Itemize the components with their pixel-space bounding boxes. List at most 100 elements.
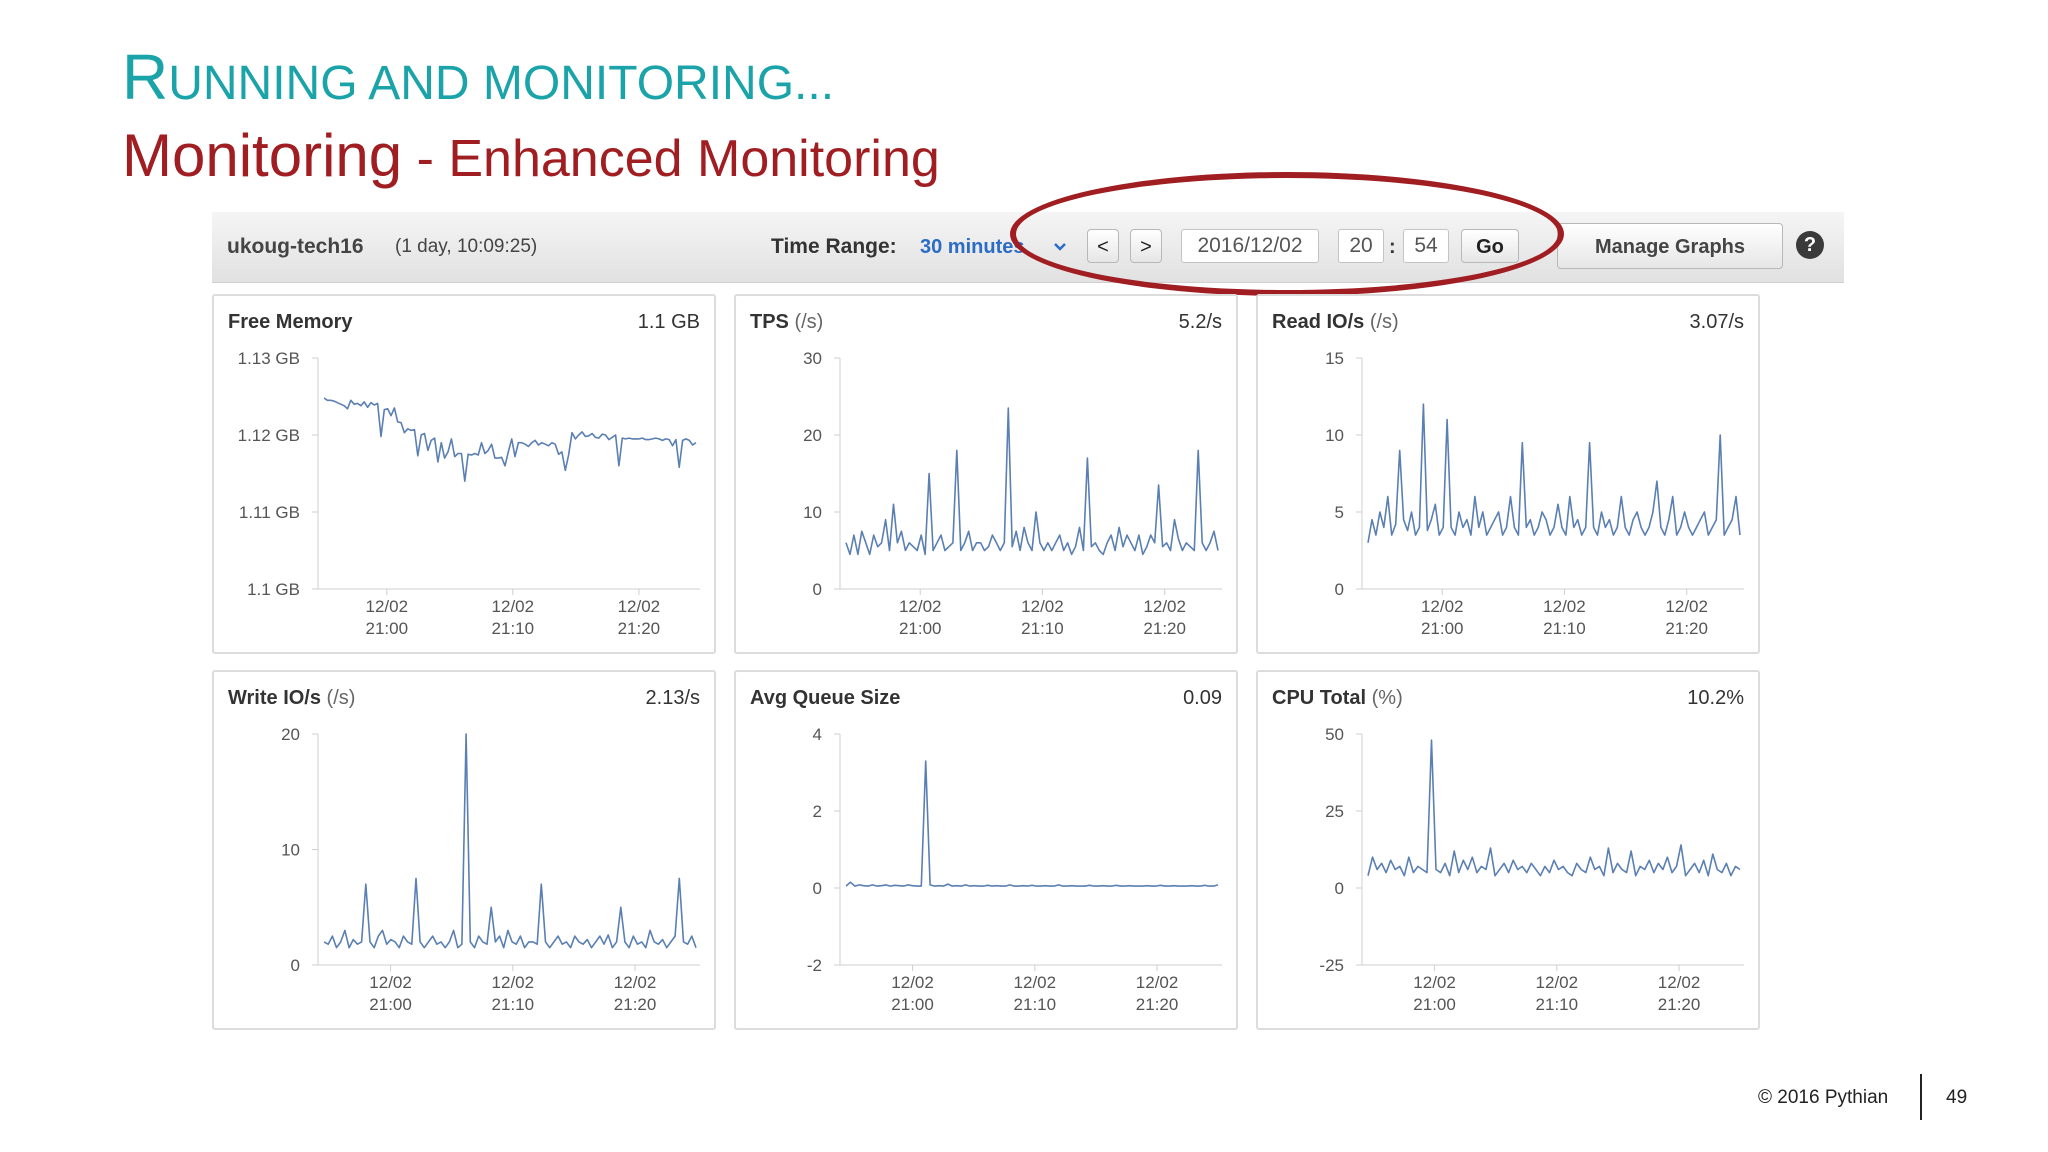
chart-panel-cpu-total: CPU Total (%) 10.2% 50 25 0 -25 12/02 21:00 12… [1256, 670, 1760, 1030]
chart-title: CPU Total (%) [1272, 687, 1403, 710]
chart-panel-read-io: Read IO/s (/s) 3.07/s 15 10 5 0 12/02 21:00 12… [1256, 294, 1760, 654]
x-tick-time: 21:00 [1421, 619, 1464, 638]
x-tick-date: 12/02 [369, 973, 412, 992]
slide-title-rest: UNNING AND MONITORING... [168, 57, 835, 110]
chart-plot: 1.13 GB 1.12 GB 1.11 GB 1.1 GB 12/02 21:00 12/… [238, 349, 700, 638]
y-tick-label: 30 [803, 349, 822, 368]
y-tick-label: 1.13 GB [238, 349, 300, 368]
x-tick-time: 21:10 [1021, 619, 1064, 638]
x-tick-date: 12/02 [1413, 973, 1456, 992]
x-tick-date: 12/02 [492, 597, 535, 616]
y-tick-label: -25 [1319, 956, 1344, 975]
y-tick-label: 25 [1325, 802, 1344, 821]
chart-title: Write IO/s (/s) [228, 687, 355, 710]
chart-title: Read IO/s (/s) [1272, 311, 1399, 334]
date-input[interactable]: 2016/12/02 [1181, 229, 1319, 263]
manage-graphs-button[interactable]: Manage Graphs [1557, 223, 1783, 269]
series-line [845, 760, 1219, 887]
slide-subtitle-main: Monitoring [122, 122, 403, 189]
x-tick-time: 21:20 [1665, 619, 1708, 638]
x-tick-time: 21:20 [614, 995, 657, 1014]
x-tick-time: 21:10 [492, 995, 535, 1014]
footer-divider [1920, 1074, 1922, 1120]
chart-unit: (%) [1366, 687, 1403, 709]
chart-plot: 50 25 0 -25 12/02 21:00 12/02 21:10 12/02 21:20 [1319, 725, 1744, 1014]
chart-unit: (/s) [788, 311, 824, 333]
chart-title: TPS (/s) [750, 311, 823, 334]
previous-range-button[interactable]: < [1087, 229, 1119, 263]
x-tick-date: 12/02 [1136, 973, 1179, 992]
y-tick-label: 1.11 GB [239, 503, 300, 522]
monitoring-toolbar: ukoug-tech16 (1 day, 10:09:25) Time Rang… [212, 212, 1844, 283]
chart-current-value: 0.09 [1183, 687, 1222, 709]
chart-title: Avg Queue Size [750, 687, 900, 710]
chart-panel-free-memory: Free Memory 1.1 GB 1.13 GB 1.12 GB 1.11 GB… [212, 294, 716, 654]
x-tick-time: 21:00 [899, 619, 942, 638]
go-button[interactable]: Go [1461, 229, 1519, 263]
y-tick-label: 0 [1335, 879, 1344, 898]
x-tick-date: 12/02 [1421, 597, 1464, 616]
time-range-dropdown[interactable]: 30 minutes [920, 236, 1025, 258]
y-tick-label: 5 [1335, 503, 1344, 522]
x-tick-time: 21:10 [1014, 995, 1057, 1014]
time-separator: : [1389, 236, 1396, 258]
question-circle-icon[interactable]: ? [1796, 231, 1824, 259]
y-tick-label: 0 [1335, 580, 1344, 599]
x-tick-time: 21:10 [1543, 619, 1586, 638]
chart-title-text: Free Memory [228, 311, 353, 333]
x-tick-date: 12/02 [365, 597, 408, 616]
series-line [1367, 739, 1741, 877]
next-range-button[interactable]: > [1130, 229, 1162, 263]
slide-subtitle-rest: - Enhanced Monitoring [402, 130, 940, 188]
slide-title: RUNNING AND MONITORING... [122, 45, 834, 109]
chart-current-value: 3.07/s [1689, 311, 1744, 333]
y-tick-label: 15 [1325, 349, 1344, 368]
y-tick-label: 2 [813, 802, 822, 821]
page-number: 49 [1946, 1087, 1968, 1108]
chart-panel-avg-queue-size: Avg Queue Size 0.09 4 2 0 -2 12/02 21:00 12/02… [734, 670, 1238, 1030]
chart-panel-write-io: Write IO/s (/s) 2.13/s 20 10 0 12/02 21:00 12… [212, 670, 716, 1030]
y-tick-label: 10 [281, 841, 300, 860]
x-tick-date: 12/02 [1543, 597, 1586, 616]
chart-title-text: Read IO/s [1272, 311, 1365, 333]
instance-uptime: (1 day, 10:09:25) [395, 236, 538, 257]
y-tick-label: 0 [291, 956, 300, 975]
y-tick-label: 0 [813, 580, 822, 599]
x-tick-time: 21:20 [618, 619, 661, 638]
chart-unit: (/s) [1364, 311, 1399, 333]
x-tick-time: 21:10 [1536, 995, 1579, 1014]
x-tick-date: 12/02 [891, 973, 934, 992]
x-tick-date: 12/02 [1536, 973, 1579, 992]
x-tick-time: 21:00 [365, 619, 408, 638]
x-tick-time: 21:20 [1136, 995, 1179, 1014]
y-tick-label: 20 [281, 725, 300, 744]
chart-title-text: TPS [750, 311, 789, 333]
chart-current-value: 10.2% [1687, 687, 1744, 709]
x-tick-date: 12/02 [1014, 973, 1057, 992]
x-tick-time: 21:00 [369, 995, 412, 1014]
chart-plot: 4 2 0 -2 12/02 21:00 12/02 21:10 12/02 21:20 [807, 725, 1222, 1014]
chart-current-value: 5.2/s [1178, 311, 1222, 333]
chart-unit: (/s) [321, 687, 356, 709]
chart-plot: 20 10 0 12/02 21:00 12/02 21:10 12/02 21:20 [281, 725, 700, 1014]
chart-plot: 30 20 10 0 12/02 21:00 12/02 21:10 12/02 21:20 [803, 349, 1222, 638]
chart-panel-tps: TPS (/s) 5.2/s 30 20 10 0 12/02 21:00 12/02 21:… [734, 294, 1238, 654]
y-tick-label: -2 [807, 956, 822, 975]
y-tick-label: 50 [1325, 725, 1344, 744]
instance-name: ukoug-tech16 [227, 235, 364, 258]
x-tick-date: 12/02 [614, 973, 657, 992]
minute-input[interactable]: 54 [1403, 229, 1449, 263]
chevron-down-icon[interactable] [1052, 236, 1068, 258]
time-range-label: Time Range: [771, 235, 897, 258]
hour-input[interactable]: 20 [1338, 229, 1384, 263]
x-tick-date: 12/02 [1021, 597, 1064, 616]
chart-plot: 15 10 5 0 12/02 21:00 12/02 21:10 12/02 21:20 [1325, 349, 1744, 638]
y-tick-label: 10 [1325, 426, 1344, 445]
x-tick-time: 21:20 [1143, 619, 1186, 638]
x-tick-time: 21:10 [492, 619, 535, 638]
x-tick-time: 21:20 [1658, 995, 1701, 1014]
x-tick-date: 12/02 [1665, 597, 1708, 616]
chart-current-value: 1.1 GB [637, 311, 700, 333]
chart-title-text: Write IO/s [228, 687, 321, 709]
x-tick-date: 12/02 [1658, 973, 1701, 992]
